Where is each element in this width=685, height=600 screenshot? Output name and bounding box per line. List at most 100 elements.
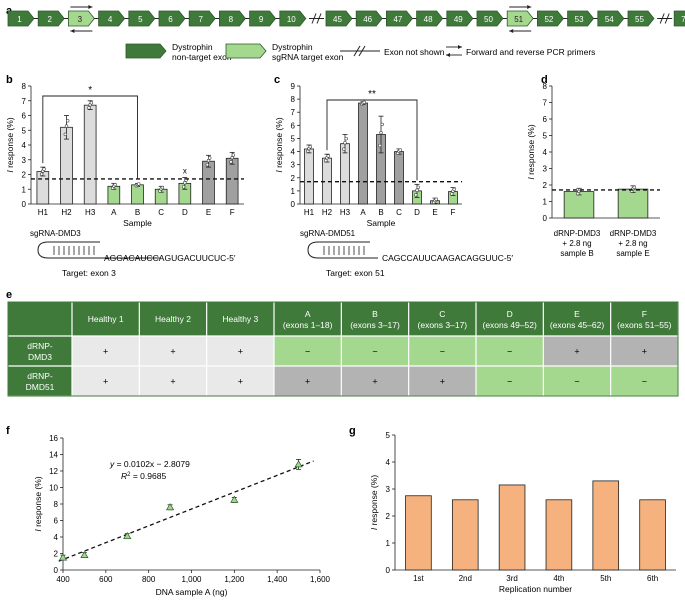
x-tick-label: 1,200 — [224, 575, 245, 584]
y-tick-label: 2 — [22, 171, 27, 180]
table-cell — [139, 336, 207, 366]
y-axis-label: I response (%) — [33, 476, 43, 531]
x-tick-label: 1,400 — [267, 575, 288, 584]
d-cat2-line3: sample E — [616, 249, 649, 258]
table-cell — [274, 366, 342, 396]
table-cell-value: + — [238, 347, 243, 357]
sgrna-dmd51-target: Target: exon 51 — [326, 268, 385, 278]
y-axis-label-italic: I — [274, 170, 284, 173]
x-axis-label: Sample — [367, 218, 396, 228]
table-cell-value: − — [440, 347, 445, 357]
data-point — [294, 460, 303, 468]
replicate-point — [326, 154, 330, 158]
significance-bracket — [42, 95, 138, 180]
replicate-point — [324, 158, 328, 163]
exon-break-slash — [659, 13, 665, 24]
exon-diagram: 12345678910454647484950515253545579 — [7, 5, 685, 33]
data-point — [80, 550, 89, 558]
table-header-line2: (exons 51–55) — [617, 320, 672, 330]
legend-light-line2: sgRNA target exon — [272, 52, 344, 62]
table-header-line1: C — [439, 309, 445, 319]
y-tick-label: 0 — [543, 214, 548, 223]
y-tick-label: 9 — [291, 82, 296, 91]
exon-label: 48 — [424, 15, 433, 24]
y-tick-label: 2 — [543, 181, 548, 190]
y-axis-label-italic: I — [526, 177, 536, 180]
r2-value: = 0.9685 — [130, 471, 166, 481]
replicate-point — [65, 119, 70, 123]
y-tick-label: 5 — [386, 431, 391, 440]
y-tick-label: 4 — [54, 533, 59, 542]
bar-dRNP-DMD3 + 2.8 ng sample B — [563, 191, 595, 219]
forward-primer-arrow — [527, 5, 532, 9]
replicate-point — [343, 141, 347, 145]
exon-label: 46 — [363, 15, 372, 24]
y-tick-label: 8 — [54, 500, 59, 509]
forward-primer-arrow — [88, 5, 93, 9]
replicate-point — [415, 188, 419, 192]
table-cell — [476, 336, 544, 366]
replicate-point — [342, 147, 346, 151]
replicate-point — [231, 153, 236, 157]
bar-dRNP-DMD3 + 2.8 ng sample E — [617, 188, 649, 219]
x-tick-label: D — [182, 208, 188, 217]
table-cell — [408, 336, 476, 366]
exon-45 — [325, 10, 353, 27]
y-axis-label-italic: I — [33, 529, 43, 532]
exon-label: 3 — [78, 15, 83, 24]
exon-legend: Dystrophin non-target exon Dystrophin sg… — [125, 42, 595, 62]
exon-label: 52 — [544, 15, 553, 24]
legend-dark-exon-swatch — [125, 43, 167, 59]
panel-g-label: g — [349, 425, 356, 437]
table-cell-value: + — [103, 377, 108, 387]
y-axis-label-rest: response (%) — [526, 124, 536, 177]
y-tick-label: 0 — [22, 200, 27, 209]
table-header-line1: B — [372, 309, 378, 319]
table-cell-value: + — [372, 377, 377, 387]
y-tick-label: 0 — [291, 200, 296, 209]
x-tick-label: 5th — [600, 574, 611, 583]
equation-rest: = 0.0102x − 2.8079 — [114, 459, 190, 469]
y-tick-label: 6 — [22, 112, 27, 121]
exon-break-slash — [311, 13, 317, 24]
table-cell-value: + — [238, 377, 243, 387]
y-axis-label: I response (%) — [526, 124, 536, 179]
exon-break-slash — [316, 13, 322, 24]
bar-H3 — [83, 104, 97, 205]
exon-label: 54 — [605, 15, 614, 24]
y-tick-label: 4 — [386, 458, 391, 467]
replicate-point — [89, 101, 94, 105]
y-tick-label: 8 — [291, 95, 296, 104]
table-cell — [206, 336, 274, 366]
y-tick-label: 4 — [543, 148, 548, 157]
data-point — [123, 531, 132, 540]
sgrna-dmd3-target: Target: exon 3 — [62, 268, 116, 278]
x-axis-label: Sample — [123, 218, 152, 228]
table-header-cell: Healthy 3 — [222, 314, 258, 324]
svg-text:R2 = 0.9685: R2 = 0.9685 — [121, 471, 166, 481]
exon-8 — [219, 10, 246, 27]
table-cell — [543, 336, 611, 366]
y-tick-label: 0 — [54, 566, 59, 575]
d-cat1-line1: dRNP-DMD3 — [554, 229, 601, 238]
chart-b: 0 1 2 3 4 5 6 7 8 I response (%) H1 H2 H3 A B C D E F Sampl… — [5, 82, 244, 228]
table-cell — [476, 366, 544, 396]
table-cell-value: − — [642, 377, 647, 387]
replicate-point — [208, 156, 212, 160]
table-cell-value: + — [103, 347, 108, 357]
panel-e-label: e — [6, 289, 12, 301]
table-cell-value: − — [507, 377, 512, 387]
exon-label: 6 — [168, 15, 173, 24]
table-header-cell: Healthy 2 — [155, 314, 191, 324]
bar-F — [225, 157, 239, 205]
replicate-point — [205, 163, 210, 167]
exon-55 — [627, 10, 655, 27]
table-header-line1: A — [305, 309, 311, 319]
table-cell-value: − — [574, 377, 579, 387]
significance-marker: ** — [368, 89, 376, 100]
y-axis-label-rest: response (%) — [274, 117, 284, 170]
y-tick-label: 2 — [291, 174, 296, 183]
exon-label: 5 — [138, 15, 143, 24]
y-tick-label: 4 — [22, 141, 27, 150]
